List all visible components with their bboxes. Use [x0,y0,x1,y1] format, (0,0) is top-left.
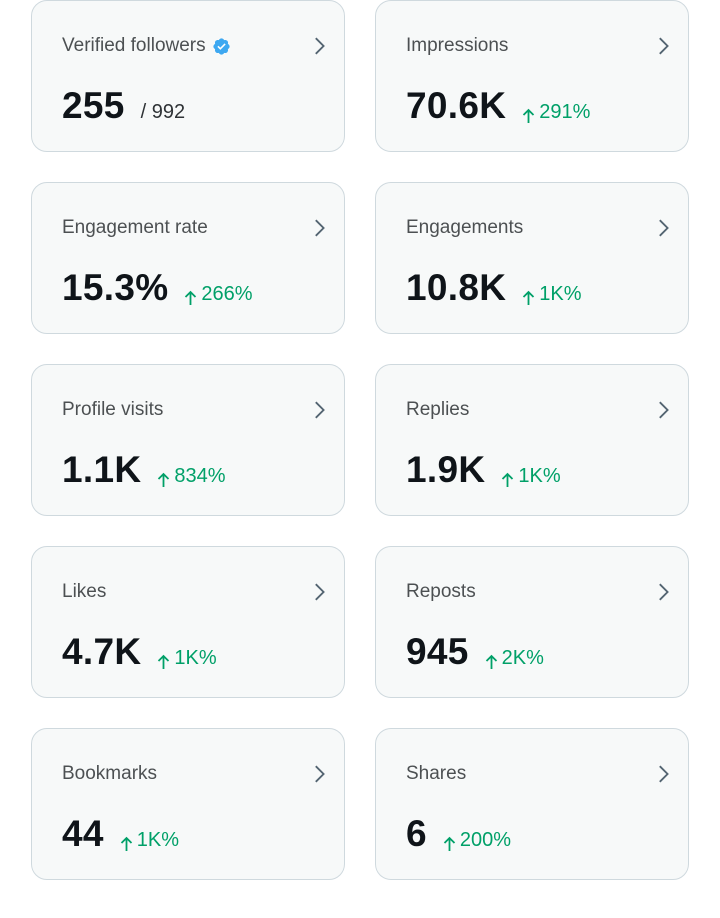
metric-title: Reposts [406,581,476,602]
arrow-up-icon [523,290,535,305]
metric-delta: 834% [157,465,226,488]
metric-title: Verified followers [62,35,206,56]
metric-delta: 1K% [157,647,217,670]
metric-title-row: Engagement rate [62,217,208,239]
metric-title: Shares [406,763,467,784]
metric-delta: 200% [443,829,511,852]
chevron-right-icon [315,37,325,55]
metric-value: 255 [62,85,125,126]
arrow-up-icon [443,836,456,851]
metric-title-row: Engagements [406,217,523,239]
metric-value-row: 1.9K 1K% [406,449,561,491]
metric-delta: 291% [522,101,590,124]
arrow-up-icon [502,472,514,487]
arrow-up-icon [185,290,197,305]
metric-delta: 1K% [501,465,561,488]
metric-value-row: 255 / 992 [62,85,185,127]
metric-value-row: 10.8K 1K% [406,267,581,309]
metric-title-row: Replies [406,399,469,421]
arrow-up-icon [158,472,170,487]
metric-value-row: 44 1K% [62,813,179,855]
metric-title-row: Likes [62,581,106,603]
metric-value-row: 6 200% [406,813,511,855]
metric-title: Engagements [406,217,524,238]
metric-value: 1.9K [406,449,486,490]
metric-value: 1.1K [62,449,142,490]
metric-title: Profile visits [62,399,164,420]
metric-delta-value: 1K% [539,283,582,305]
metric-value-row: 1.1K 834% [62,449,226,491]
metric-title-row: Shares [406,763,466,785]
metric-value: 6 [406,813,427,854]
metric-delta: 1K% [120,829,179,852]
chevron-right-icon [315,765,325,783]
metric-title: Replies [406,399,470,420]
chevron-right-icon [659,583,669,601]
metric-title: Impressions [406,35,509,56]
metric-card-engagements[interactable]: Engagements 10.8K 1K% [375,182,689,334]
metric-delta-value: 1K% [174,647,217,669]
metric-total: / 992 [140,101,186,123]
metric-delta-value: 2K% [501,647,544,669]
chevron-right-icon [659,37,669,55]
metric-title-row: Impressions [406,35,508,57]
metric-value-row: 15.3% 266% [62,267,253,309]
metric-delta: 266% [184,283,253,306]
chevron-right-icon [659,765,669,783]
metric-value: 70.6K [406,85,507,126]
chevron-right-icon [315,401,325,419]
metric-title-row: Verified followers [62,35,231,57]
metric-value: 44 [62,813,104,854]
metric-card-impressions[interactable]: Impressions 70.6K 291% [375,0,689,152]
arrow-up-icon [158,654,170,669]
metric-value-row: 4.7K 1K% [62,631,217,673]
arrow-up-icon [523,108,535,123]
metric-card-replies[interactable]: Replies 1.9K 1K% [375,364,689,516]
metric-card-shares[interactable]: Shares 6 200% [375,728,689,880]
metric-card-reposts[interactable]: Reposts 945 2K% [375,546,689,698]
metric-delta-value: 834% [174,465,226,487]
metric-delta-value: 291% [539,101,591,123]
metric-title: Engagement rate [62,217,208,238]
metric-delta-value: 200% [459,829,512,851]
metric-delta-value: 1K% [518,465,561,487]
chevron-right-icon [315,219,325,237]
metric-title: Likes [62,581,107,602]
metric-value: 4.7K [62,631,142,672]
metric-title-row: Bookmarks [62,763,157,785]
metric-value-row: 945 2K% [406,631,544,673]
chevron-right-icon [315,583,325,601]
metric-card-engagement-rate[interactable]: Engagement rate 15.3% 266% [31,182,345,334]
metric-title-row: Reposts [406,581,476,603]
metric-title-row: Profile visits [62,399,163,421]
metric-delta-value: 266% [201,283,253,305]
metric-value: 15.3% [62,267,169,308]
metric-card-bookmarks[interactable]: Bookmarks 44 1K% [31,728,345,880]
metric-value: 945 [406,631,469,672]
metric-delta: 1K% [522,283,581,306]
arrow-up-icon [120,836,132,851]
metric-title: Bookmarks [62,763,158,784]
arrow-up-icon [485,654,497,669]
verified-badge-icon [213,37,230,55]
metrics-grid: Verified followers 255 / 992 Impressions… [31,0,689,880]
metric-card-profile-visits[interactable]: Profile visits 1.1K 834% [31,364,345,516]
metric-delta-value: 1K% [136,829,180,851]
metric-value: 10.8K [406,267,507,308]
chevron-right-icon [659,401,669,419]
metric-card-likes[interactable]: Likes 4.7K 1K% [31,546,345,698]
metric-value-row: 70.6K 291% [406,85,590,127]
metric-card-verified-followers[interactable]: Verified followers 255 / 992 [31,0,345,152]
chevron-right-icon [659,219,669,237]
metric-delta: 2K% [485,647,544,670]
